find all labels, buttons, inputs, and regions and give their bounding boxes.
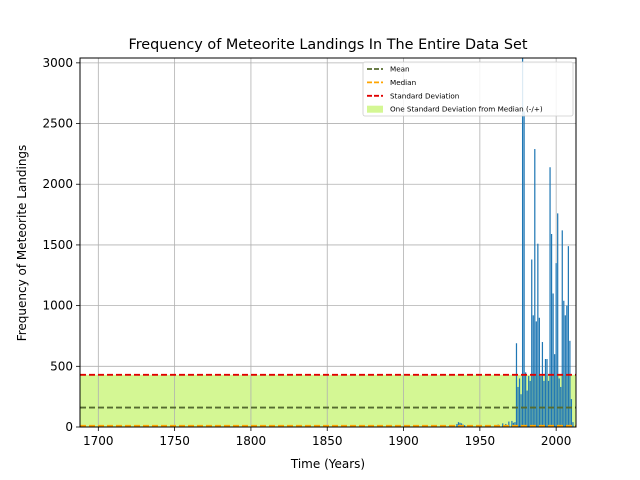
bar	[537, 243, 539, 427]
legend-patch	[367, 105, 383, 113]
bar	[512, 422, 515, 427]
bar	[528, 376, 530, 427]
bar	[463, 425, 466, 427]
y-tick-label: 2500	[42, 117, 73, 131]
bar	[566, 305, 568, 427]
bar	[569, 340, 571, 427]
bar	[555, 263, 557, 427]
bar	[563, 300, 565, 427]
bar	[534, 149, 536, 427]
x-axis-label: Time (Years)	[290, 457, 365, 471]
bar	[554, 354, 556, 427]
y-axis-ticks: 0 500 1000 1500 2000 2500 3000	[42, 56, 80, 434]
bar	[456, 423, 458, 427]
bar	[457, 422, 460, 427]
x-tick-label: 1900	[388, 434, 419, 448]
std-deviation-band	[80, 374, 576, 427]
bar	[520, 394, 522, 427]
x-tick-label: 1950	[465, 434, 496, 448]
legend-label: Mean	[390, 65, 410, 74]
legend: Mean Median Standard Deviation One Standard…	[362, 61, 574, 117]
bar	[567, 246, 569, 427]
bar	[525, 372, 527, 427]
bar	[514, 422, 516, 427]
y-axis-label: Frequency of Meteorite Landings	[15, 145, 29, 342]
bar	[502, 423, 504, 427]
bar	[538, 317, 540, 427]
x-tick-label: 1800	[236, 434, 267, 448]
bar	[550, 234, 553, 427]
bar	[540, 376, 542, 427]
bar	[508, 421, 510, 427]
bar	[543, 380, 545, 427]
axes-frame	[79, 57, 577, 428]
x-tick-label: 1700	[83, 434, 114, 448]
y-tick-label: 500	[50, 359, 73, 373]
x-tick-label: 1750	[159, 434, 190, 448]
x-tick-label: 2000	[541, 434, 572, 448]
bar	[541, 342, 544, 427]
legend-label: Median	[390, 78, 416, 87]
y-tick-label: 2000	[42, 177, 73, 191]
bar	[544, 359, 547, 427]
x-tick-label: 1850	[312, 434, 343, 448]
x-axis-ticks: 1700 1750 1800 1850 1900 1950 2000	[83, 427, 571, 448]
bar	[561, 230, 563, 427]
bar	[557, 213, 559, 427]
y-tick-label: 1000	[42, 299, 73, 313]
chart-title: Frequency of Meteorite Landings In The E…	[128, 37, 527, 53]
bar	[526, 390, 528, 427]
bar	[549, 167, 551, 428]
bar	[529, 380, 531, 427]
plot-area	[79, 57, 577, 428]
bar	[564, 315, 566, 427]
bar	[570, 399, 573, 427]
bar	[532, 315, 534, 427]
bar	[546, 359, 548, 427]
bar	[535, 321, 537, 427]
y-tick-label: 3000	[42, 56, 73, 70]
bar	[515, 343, 518, 427]
bar	[552, 293, 554, 427]
y-tick-label: 0	[65, 420, 73, 434]
bar	[459, 422, 461, 427]
bar	[511, 420, 513, 427]
bar	[518, 378, 521, 427]
bar	[547, 380, 550, 427]
bar	[521, 58, 524, 427]
bar	[572, 422, 574, 427]
legend-box	[362, 61, 574, 117]
bar	[517, 386, 519, 427]
y-tick-label: 1500	[42, 238, 73, 252]
legend-label: One Standard Deviation from Median (-/+)	[390, 105, 543, 114]
legend-label: Standard Deviation	[390, 91, 459, 100]
bar	[558, 378, 560, 427]
bar	[523, 111, 525, 427]
bar	[531, 259, 533, 427]
